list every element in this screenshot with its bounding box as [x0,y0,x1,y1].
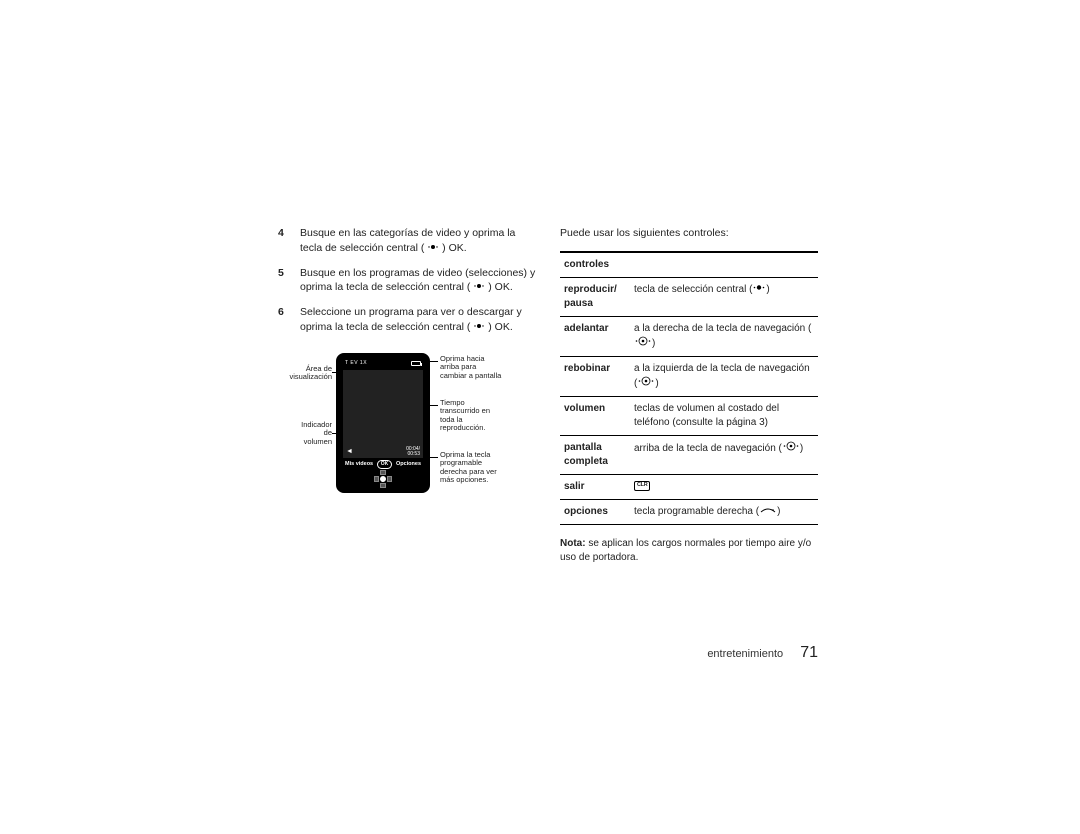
step-text: Seleccione un programa para ver o descar… [300,305,536,335]
phone-softkeys: Mis videos OK Opciones [343,460,423,470]
table-row: rebobinara la izquierda de la tecla de n… [560,356,818,396]
row-description: teclas de volumen al costado del teléfon… [630,396,818,435]
phone-diagram: Área de visualización Indicador de volum… [278,353,536,503]
row-description: arriba de la tecla de navegación () [630,435,818,474]
step-text: Busque en las categorías de video y opri… [300,226,536,256]
row-label: reproducir/ pausa [560,277,630,316]
table-header: controles [560,252,818,278]
step-5: 5 Busque en los programas de video (sele… [278,266,536,296]
page-content: 4 Busque en las categorías de video y op… [278,226,818,646]
intro-text: Puede usar los siguientes controles: [560,226,818,241]
row-label: rebobinar [560,356,630,396]
callout-oprima-arriba: Oprima hacia arriba para cambiar a panta… [440,355,530,381]
page-footer: entretenimiento 71 [707,642,818,664]
softkey-right: Opciones [396,461,421,469]
right-column: Puede usar los siguientes controles: con… [560,226,818,646]
table-row: opcionestecla programable derecha () [560,499,818,524]
softkey-ok: OK [377,460,393,469]
step-number: 6 [278,305,290,335]
step-6: 6 Seleccione un programa para ver o desc… [278,305,536,335]
center-select-icon [473,280,485,295]
lead-line [428,457,438,458]
lead-line [428,361,438,362]
footer-page-number: 71 [800,644,818,661]
table-row: reproducir/ pausatecla de selección cent… [560,277,818,316]
step-number: 5 [278,266,290,296]
callout-oprima-derecha: Oprima la tecla programable derecha para… [440,451,530,486]
step-text: Busque en los programas de video (selecc… [300,266,536,296]
step-number: 4 [278,226,290,256]
softkey-left: Mis videos [345,461,373,469]
note-paragraph: Nota: se aplican los cargos normales por… [560,537,818,565]
volume-icon: ◄ [346,447,353,457]
row-label: pantalla completa [560,435,630,474]
table-row: salirCLR [560,474,818,499]
row-label: opciones [560,499,630,524]
row-description: a la izquierda de la tecla de navegación… [630,356,818,396]
step-4: 4 Busque en las categorías de video y op… [278,226,536,256]
phone-status-bar: T EV 1X [343,359,423,369]
controls-table: controles reproducir/ pausatecla de sele… [560,251,818,525]
callout-tiempo: Tiempo transcurrido en toda la reproducc… [440,399,530,434]
note-text: se aplican los cargos normales por tiemp… [560,538,811,563]
lead-line [428,405,438,406]
row-description: tecla programable derecha () [630,499,818,524]
callout-indicador-vol: Indicador de volumen [276,421,332,447]
center-select-icon [427,241,439,256]
time-elapsed: 00:04/ 00:53 [406,447,420,457]
step-list: 4 Busque en las categorías de video y op… [278,226,536,335]
phone-body: T EV 1X ◄ 00:04/ 00:53 Mis videos OK Opc… [336,353,430,493]
dpad-icon [370,470,396,486]
table-row: volumenteclas de volumen al costado del … [560,396,818,435]
footer-section: entretenimiento [707,648,783,660]
note-bold: Nota: [560,538,586,549]
phone-screen [343,370,423,458]
table-row: adelantara la derecha de la tecla de nav… [560,316,818,356]
row-description: CLR [630,474,818,499]
status-signal: T EV 1X [345,360,367,367]
row-label: adelantar [560,316,630,356]
row-description: tecla de selección central () [630,277,818,316]
row-label: volumen [560,396,630,435]
battery-icon [411,361,421,366]
row-description: a la derecha de la tecla de navegación (… [630,316,818,356]
callout-area-viz: Área de visualización [276,365,332,382]
table-row: pantalla completaarriba de la tecla de n… [560,435,818,474]
left-column: 4 Busque en las categorías de video y op… [278,226,536,646]
center-select-icon [473,320,485,335]
row-label: salir [560,474,630,499]
